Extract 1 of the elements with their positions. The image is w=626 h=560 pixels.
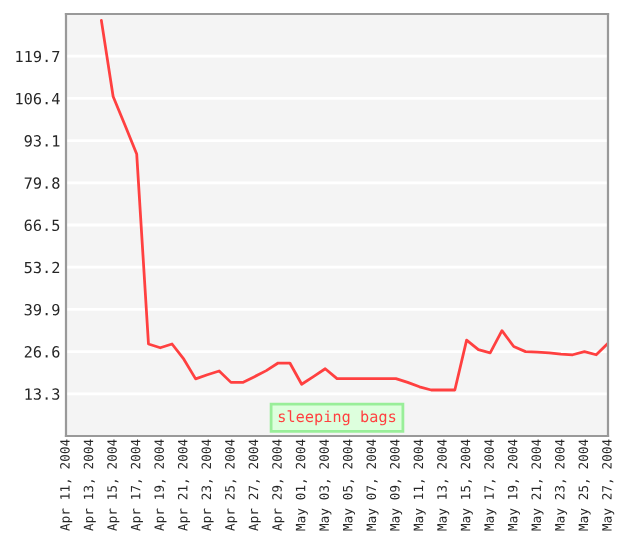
line-series: [99, 18, 608, 392]
